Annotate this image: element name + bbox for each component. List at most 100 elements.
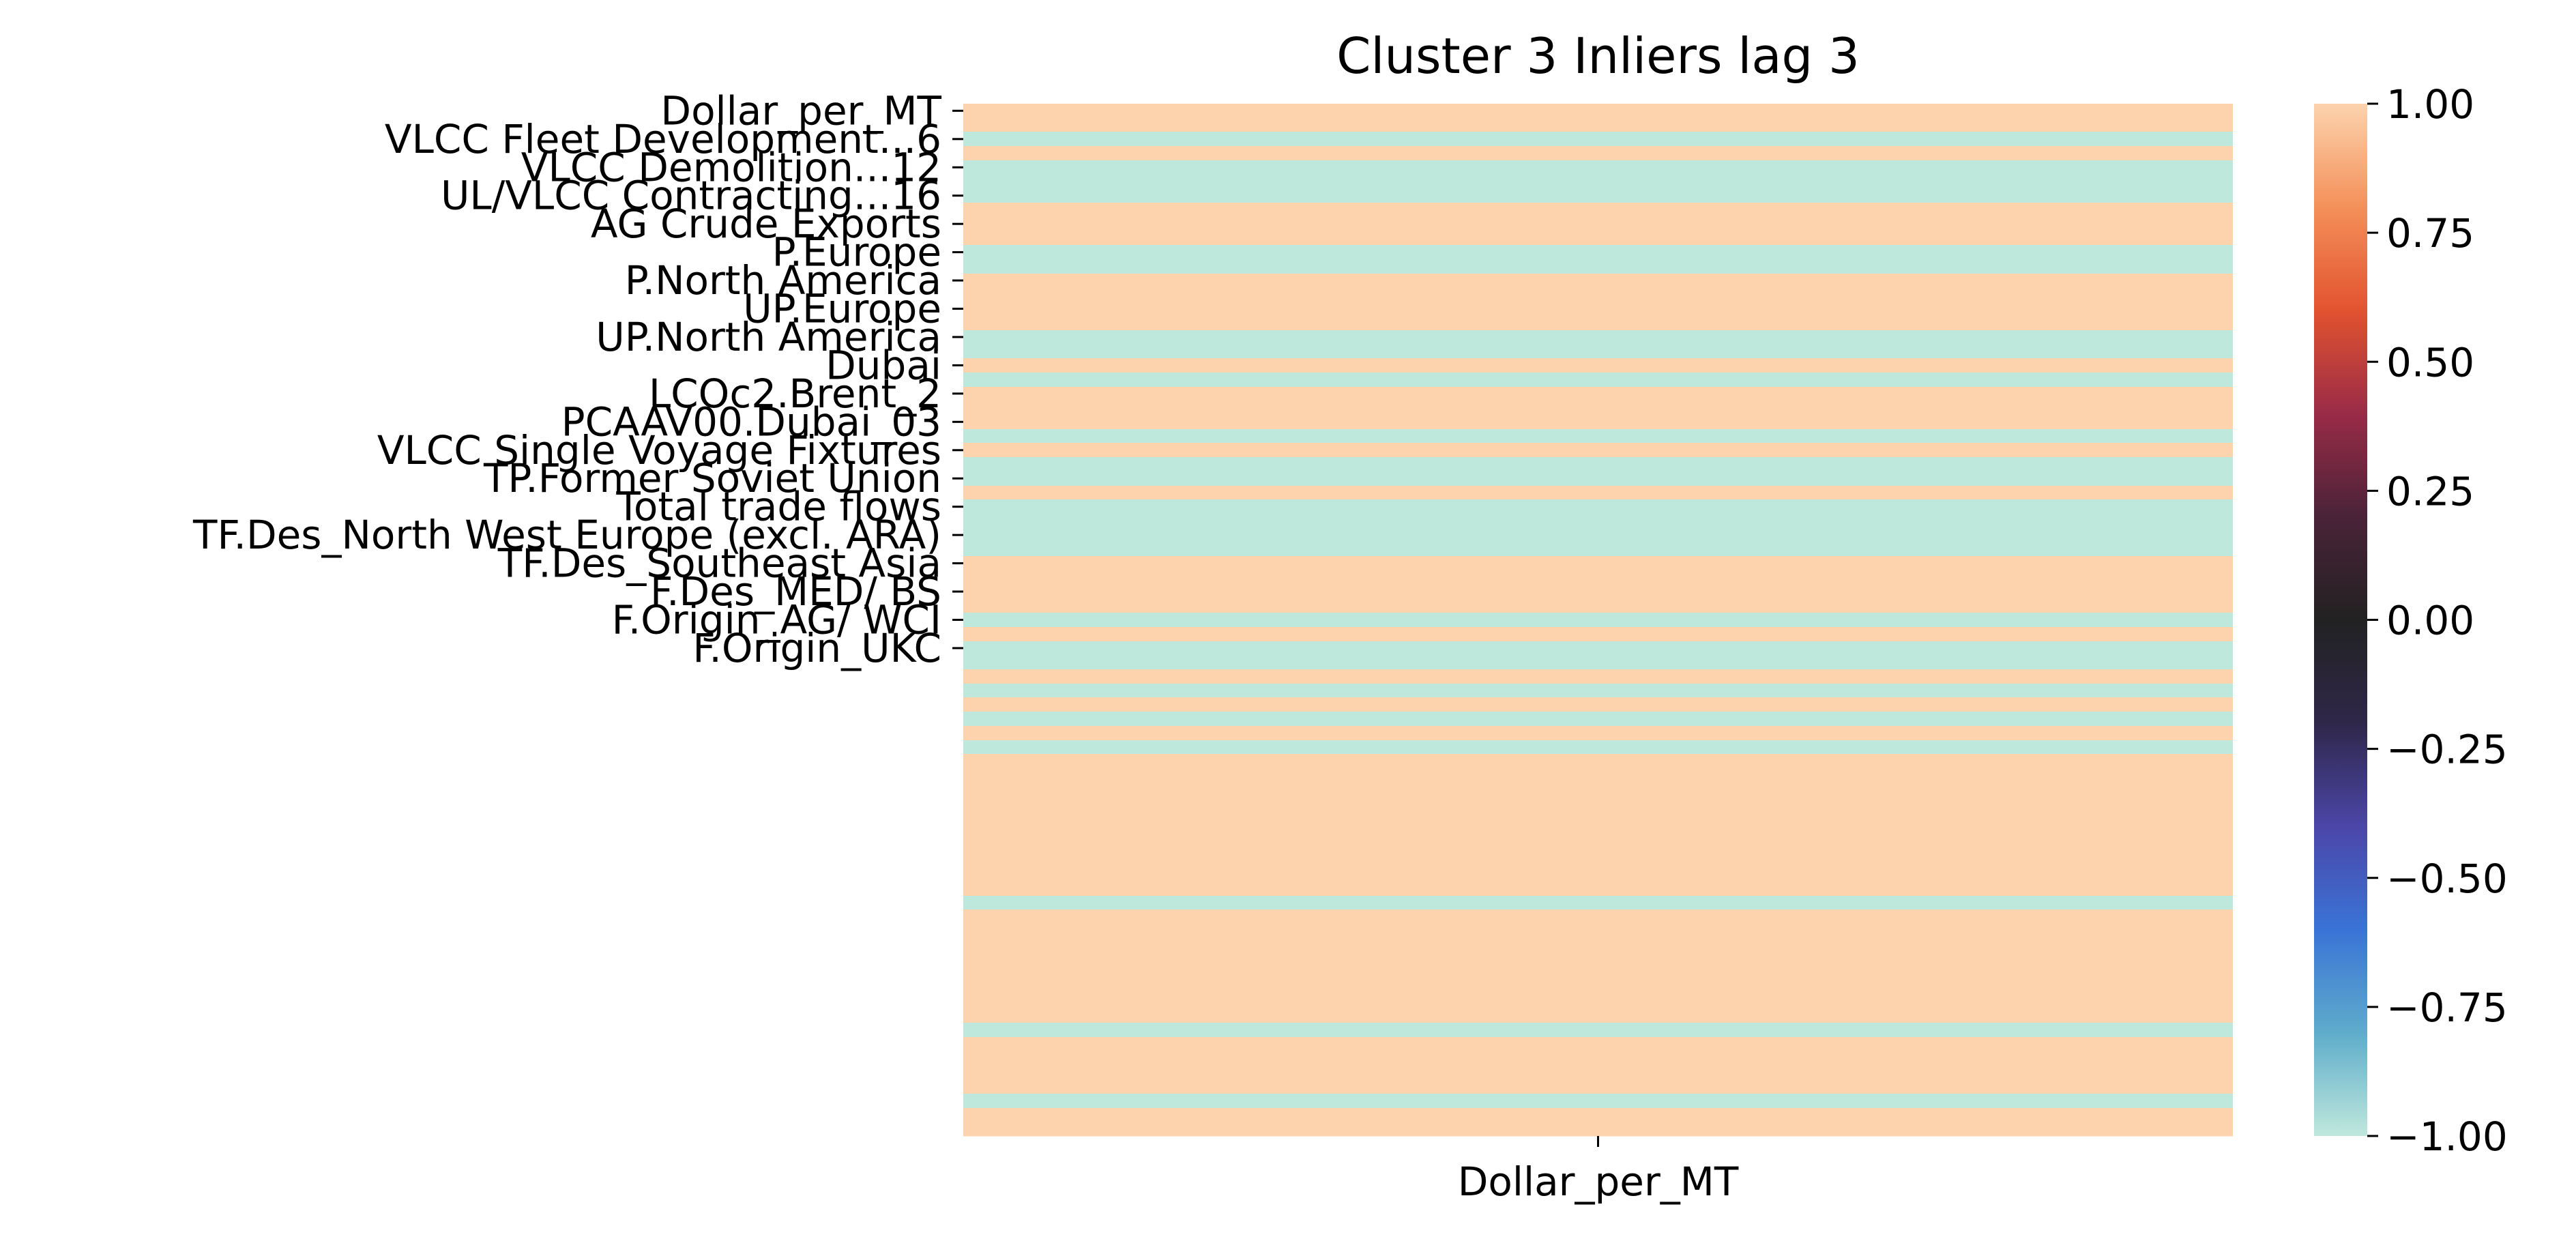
chart-title: Cluster 3 Inliers lag 3 xyxy=(1336,27,1860,85)
y-tick-label: LCOc2.Brent_2 xyxy=(649,370,941,417)
x-axis: Dollar_per_MT xyxy=(1458,1136,1739,1205)
heatmap-cell xyxy=(963,118,2233,132)
y-tick-label: PCAAV00.Dubai_03 xyxy=(561,398,941,445)
colorbar-gradient xyxy=(2314,104,2367,1136)
y-tick-label: UP.North America xyxy=(596,314,941,360)
heatmap-cell xyxy=(963,783,2233,798)
y-tick-label: Dollar_per_MT xyxy=(660,87,941,134)
heatmap-cell xyxy=(963,231,2233,246)
heatmap-cell xyxy=(963,839,2233,854)
heatmap-cell xyxy=(963,1108,2233,1122)
heatmap-cells xyxy=(963,104,2233,1137)
heatmap-cell xyxy=(963,429,2233,443)
heatmap-cell xyxy=(963,514,2233,529)
colorbar-tick-label: 0.25 xyxy=(2386,468,2474,514)
y-tick-label: F.Des_MED/ BS xyxy=(650,568,941,615)
y-tick-label: VLCC Single Voyage Fixtures xyxy=(377,427,941,473)
heatmap-cell xyxy=(963,754,2233,769)
y-tick-label: AG Crude Exports xyxy=(591,201,941,247)
heatmap-cell xyxy=(963,274,2233,288)
heatmap-cell xyxy=(963,853,2233,868)
heatmap-cell xyxy=(963,486,2233,500)
y-tick-label: F.Origin_AG/ WCI xyxy=(612,597,941,643)
y-tick-label: TF.Des_North West Europe (excl. ARA) xyxy=(192,512,941,558)
heatmap-cell xyxy=(963,995,2233,1009)
heatmap-cell xyxy=(963,471,2233,486)
heatmap-cell xyxy=(963,1122,2233,1137)
x-tick-label: Dollar_per_MT xyxy=(1458,1158,1739,1205)
heatmap-cell xyxy=(963,684,2233,698)
heatmap-cell xyxy=(963,825,2233,840)
heatmap-cell xyxy=(963,797,2233,811)
colorbar-tick-label: −0.50 xyxy=(2386,856,2508,902)
heatmap-cell xyxy=(963,104,2233,119)
colorbar-tick-label: 0.75 xyxy=(2386,210,2474,257)
colorbar-tick-label: 1.00 xyxy=(2386,81,2474,128)
heatmap-cell xyxy=(963,924,2233,939)
heatmap-cell xyxy=(963,358,2233,373)
heatmap-cell xyxy=(963,457,2233,472)
heatmap-cell xyxy=(963,570,2233,585)
y-tick-label: VLCC Fleet Development...6 xyxy=(385,116,941,162)
y-tick-label: VLCC Demolition...12 xyxy=(521,144,941,190)
heatmap-cell xyxy=(963,641,2233,656)
heatmap-cell xyxy=(963,373,2233,388)
heatmap-cell xyxy=(963,203,2233,218)
heatmap-cell xyxy=(963,598,2233,613)
heatmap-cell xyxy=(963,909,2233,924)
heatmap-cell xyxy=(963,330,2233,345)
heatmap-cell xyxy=(963,881,2233,896)
heatmap-cell xyxy=(963,980,2233,995)
heatmap-cell xyxy=(963,175,2233,189)
heatmap-cell xyxy=(963,697,2233,712)
y-tick-label: UL/VLCC Contracting...16 xyxy=(441,173,941,219)
heatmap-cell xyxy=(963,1037,2233,1052)
y-tick-label: UP.Europe xyxy=(743,286,941,332)
heatmap-cell xyxy=(963,132,2233,147)
heatmap-cell xyxy=(963,542,2233,557)
heatmap-cell xyxy=(963,188,2233,203)
heatmap-cell xyxy=(963,1094,2233,1109)
heatmap-cell xyxy=(963,669,2233,684)
y-tick-label: Total trade flows xyxy=(615,484,941,530)
heatmap-cell xyxy=(963,217,2233,232)
heatmap-cell xyxy=(963,415,2233,430)
y-tick-label: Dubai xyxy=(825,342,941,388)
heatmap-cell xyxy=(963,1065,2233,1080)
y-tick-label: P.Europe xyxy=(772,229,941,276)
heatmap-cell xyxy=(963,585,2233,599)
heatmap-cell xyxy=(963,613,2233,628)
y-tick-label: TF.Des_Southeast Asia xyxy=(497,540,941,587)
y-tick-label: TP.Former Soviet Union xyxy=(483,455,941,501)
heatmap-cell xyxy=(963,259,2233,274)
colorbar-tick-label: −1.00 xyxy=(2386,1113,2508,1160)
heatmap-cell xyxy=(963,655,2233,670)
heatmap-cell xyxy=(963,287,2233,302)
heatmap-cell xyxy=(963,896,2233,910)
heatmap-cell xyxy=(963,443,2233,458)
heatmap-cell xyxy=(963,938,2233,953)
y-tick-label: F.Origin_UKC xyxy=(692,625,941,671)
heatmap-cell xyxy=(963,556,2233,571)
heatmap-cell xyxy=(963,811,2233,826)
colorbar-tick-label: 0.50 xyxy=(2386,339,2474,385)
heatmap-cell xyxy=(963,245,2233,260)
heatmap-cell xyxy=(963,387,2233,401)
heatmap-cell xyxy=(963,499,2233,514)
heatmap-cell xyxy=(963,316,2233,331)
heatmap-cell xyxy=(963,740,2233,755)
heatmap-cell xyxy=(963,1023,2233,1038)
heatmap-cell xyxy=(963,627,2233,642)
heatmap-cell xyxy=(963,952,2233,967)
heatmap-cell xyxy=(963,400,2233,415)
colorbar-tick-label: −0.25 xyxy=(2386,727,2508,773)
heatmap-cell xyxy=(963,344,2233,359)
colorbar: 1.00 0.75 0.50 0.25 0.00 −0.25 −0.50 −0.75 −1.00 xyxy=(2314,81,2508,1160)
heatmap-cell xyxy=(963,160,2233,175)
colorbar-tick-label: −0.75 xyxy=(2386,985,2508,1031)
heatmap-cell xyxy=(963,712,2233,727)
heatmap-cell xyxy=(963,966,2233,981)
heatmap-cell xyxy=(963,867,2233,882)
